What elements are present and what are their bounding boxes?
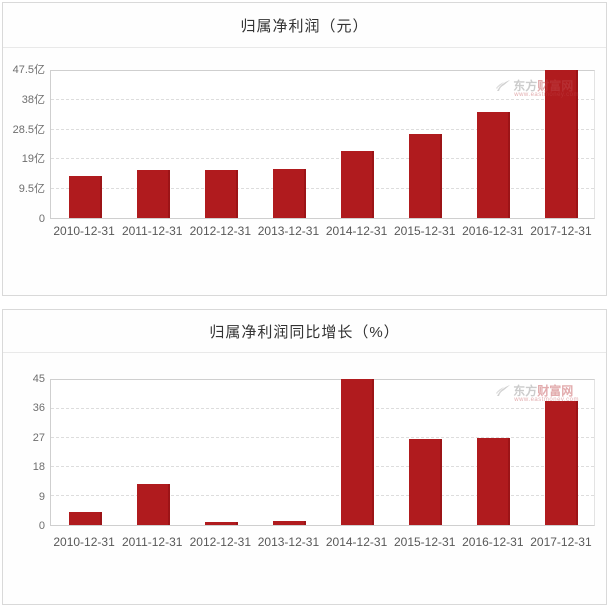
x-axis-label: 2010-12-31: [53, 224, 115, 238]
gridline: [51, 158, 594, 160]
bar-2013-12-31: [272, 521, 306, 525]
y-axis-label: 45: [32, 373, 45, 385]
y-axis-label: 18: [32, 461, 45, 474]
x-axis-label: 2016-12-31: [462, 224, 524, 238]
bar-2016-12-31: [477, 112, 511, 218]
x-axis-label: 2013-12-31: [257, 535, 320, 549]
y-axis-label: 9: [38, 490, 45, 503]
net-profit-chart: 东方 财富网 www.eastmoney.com 0 9.5亿 19亿 28.5亿 38亿…: [3, 48, 606, 295]
chart-title-bar: 归属净利润（元）: [3, 3, 606, 48]
bar-2015-12-31: [409, 134, 443, 218]
gridline: [51, 437, 594, 438]
x-axis-label: 2013-12-31: [257, 224, 320, 238]
gridline: [51, 495, 594, 496]
chart-title: 归属净利润同比增长（%）: [209, 323, 400, 341]
bar-2017-12-31: [545, 401, 579, 525]
y-axis-label: 0: [38, 520, 45, 532]
x-axis-label: 2012-12-31: [189, 224, 251, 238]
x-axis-label: 2017-12-31: [530, 224, 592, 238]
bar-2014-12-31: [341, 151, 375, 218]
bar-2016-12-31: [477, 438, 511, 525]
gridline: [51, 99, 594, 101]
bar-2012-12-31: [204, 522, 238, 525]
x-axis-label: 2010-12-31: [53, 535, 115, 549]
chart-title: 归属净利润（元）: [240, 17, 369, 35]
x-axis-label: 2012-12-31: [189, 535, 251, 549]
bar-2011-12-31: [136, 484, 170, 525]
x-axis-label: 2017-12-31: [530, 535, 592, 549]
x-axis-label: 2011-12-31: [121, 535, 183, 549]
y-axis-label: 36: [32, 402, 45, 415]
profit-growth-chart: 东方 财富网 www.eastmoney.com 0 9 18 27 36 45 2010-1…: [3, 353, 606, 604]
gridline: [51, 187, 594, 189]
bar-2010-12-31: [68, 512, 102, 525]
bar-2013-12-31: [272, 169, 306, 218]
x-axis-label: 2014-12-31: [325, 224, 388, 238]
net-profit-chart-panel: 归属净利润（元） 东方 财富网 www.eastmoney.com 0 9.5亿 19…: [2, 2, 607, 296]
bar-2010-12-31: [68, 176, 102, 218]
x-axis-label: 2011-12-31: [121, 224, 183, 238]
gridline: [51, 408, 594, 409]
chart-title-bar: 归属净利润同比增长（%）: [3, 310, 606, 353]
gridline: [51, 466, 594, 467]
x-axis-label: 2015-12-31: [393, 535, 456, 549]
bar-2015-12-31: [409, 439, 443, 525]
plot-area: [50, 70, 595, 219]
bar-2014-12-31: [341, 379, 375, 525]
y-axis-label: 9.5亿: [18, 183, 45, 196]
x-axis-label: 2015-12-31: [393, 224, 456, 238]
plot-area: [50, 379, 595, 526]
y-axis-label: 28.5亿: [12, 123, 45, 136]
y-axis-label: 0: [38, 213, 45, 225]
x-axis-label: 2014-12-31: [325, 535, 388, 549]
bar-2011-12-31: [136, 170, 170, 218]
bar-2012-12-31: [204, 170, 238, 218]
y-axis-label: 47.5亿: [12, 64, 45, 76]
y-axis-label: 38亿: [21, 93, 45, 106]
y-axis-label: 27: [32, 431, 45, 444]
x-axis-label: 2016-12-31: [462, 535, 524, 549]
bar-2017-12-31: [545, 70, 579, 218]
gridline: [51, 128, 594, 130]
y-axis-label: 19亿: [21, 153, 45, 166]
